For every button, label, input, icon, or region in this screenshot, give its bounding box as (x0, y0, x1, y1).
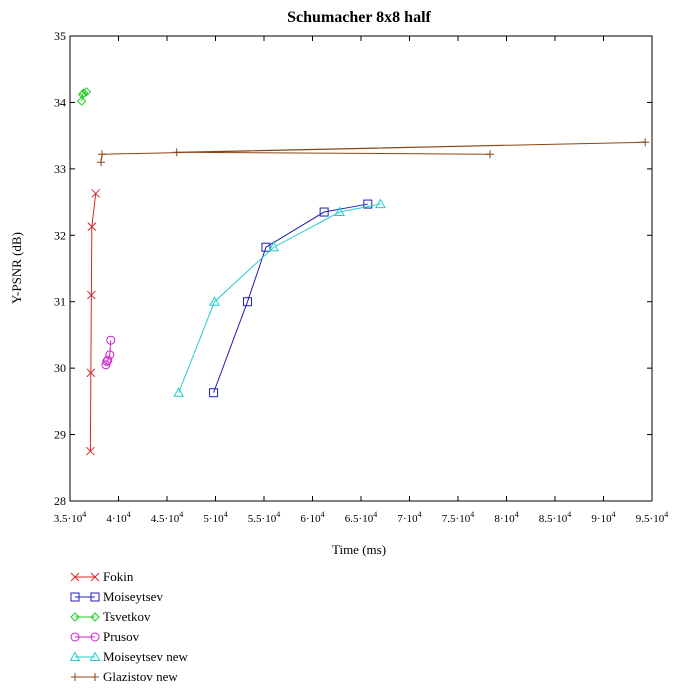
x-tick-label: 6·104 (300, 510, 324, 525)
legend-marker (70, 612, 80, 622)
data-point-moiseytsev (319, 207, 329, 217)
legend-label: Glazistov new (103, 669, 178, 684)
legend-item-moiseytsev-new: Moiseytsev new (69, 649, 188, 664)
data-point-moiseytsev-new (209, 296, 220, 306)
legend-marker (90, 612, 100, 622)
legend-item-fokin: Fokin (70, 569, 134, 584)
series-layer (76, 87, 650, 456)
data-point-fokin (86, 446, 95, 456)
legend-marker (90, 632, 100, 642)
data-point-moiseytsev-new (173, 387, 184, 397)
series-glazistov-new (97, 138, 650, 167)
data-point-moiseytsev-new (268, 241, 280, 252)
legend-marker (89, 651, 101, 661)
data-point-moiseytsev-new (375, 198, 386, 209)
data-point-prusov (105, 350, 115, 360)
x-axis-ticks: 3.5·104 4·104 4.5·104 5·104 5.5·104 6·104 6.5·… (54, 36, 668, 525)
series-prusov (101, 335, 116, 370)
x-axis-label: Time (ms) (332, 542, 386, 557)
legend-item-prusov: Prusov (70, 629, 140, 644)
x-tick-label: 3.5·104 (54, 510, 86, 525)
series-moiseytsev-new (173, 198, 386, 397)
series-fokin (86, 189, 101, 456)
data-point-fokin (87, 222, 97, 232)
data-point-glazistov-new (641, 138, 650, 147)
series-line-glazistov-new (100, 141, 646, 163)
x-tick-label: 8.5·104 (539, 510, 571, 525)
legend-label: Moiseytsev new (103, 649, 188, 664)
data-point-moiseytsev (261, 242, 271, 252)
x-tick-label: 7·104 (397, 510, 421, 525)
data-point-glazistov-new (97, 158, 106, 167)
series-tsvetkov (76, 87, 92, 106)
data-point-moiseytsev-new (334, 206, 346, 217)
data-point-tsvetkov (78, 88, 89, 98)
x-tick-label: 5·104 (203, 510, 227, 525)
legend-marker (90, 572, 100, 582)
legend-label: Fokin (103, 569, 134, 584)
data-point-glazistov-new (172, 148, 181, 157)
y-axis-ticks: 28 29 30 31 32 33 34 35 (54, 29, 652, 508)
legend-label: Tsvetkov (103, 609, 151, 624)
series-line-fokin (89, 193, 97, 452)
legend-marker (69, 651, 81, 661)
y-axis-label: Y-PSNR (dB) (9, 232, 24, 304)
legend-marker (70, 632, 80, 642)
legend-marker (91, 673, 99, 681)
y-tick-label: 29 (54, 428, 66, 442)
series-moiseytsev (209, 199, 373, 398)
x-tick-label: 4·104 (106, 510, 130, 525)
x-tick-label: 6.5·104 (345, 510, 377, 525)
legend-label: Prusov (103, 629, 140, 644)
series-line-moiseytsev (213, 203, 368, 393)
data-point-tsvetkov (76, 96, 87, 106)
data-point-fokin (86, 368, 96, 378)
data-point-moiseytsev (209, 388, 219, 398)
data-point-prusov (103, 355, 113, 365)
y-tick-label: 33 (54, 162, 66, 176)
y-tick-label: 35 (54, 29, 66, 43)
x-tick-label: 7.5·104 (442, 510, 474, 525)
data-point-fokin (91, 189, 101, 198)
data-point-prusov (106, 335, 116, 345)
legend-item-glazistov-new: Glazistov new (71, 669, 178, 684)
y-tick-label: 30 (54, 361, 66, 375)
data-point-glazistov-new (98, 150, 107, 159)
data-point-fokin (86, 290, 96, 300)
x-tick-label: 5.5·104 (248, 510, 280, 525)
data-point-moiseytsev (243, 297, 253, 307)
data-point-glazistov-new (486, 150, 495, 159)
legend: Fokin Moiseytsev Tsvetkov Prusov Moiseytsev … (69, 569, 188, 684)
x-tick-label: 9·104 (591, 510, 615, 525)
plot-frame (69, 35, 653, 502)
legend-label: Moiseytsev (103, 589, 163, 604)
legend-item-moiseytsev: Moiseytsev (70, 589, 163, 604)
series-line-prusov (105, 340, 112, 365)
legend-marker (90, 592, 100, 602)
data-point-tsvetkov (81, 87, 92, 97)
y-tick-label: 34 (54, 95, 66, 109)
legend-marker (71, 673, 79, 681)
legend-marker (70, 592, 80, 602)
y-tick-label: 31 (54, 295, 66, 309)
legend-item-tsvetkov: Tsvetkov (70, 609, 151, 624)
x-tick-label: 9.5·104 (636, 510, 668, 525)
y-tick-label: 28 (54, 494, 66, 508)
chart-title: Schumacher 8x8 half (287, 9, 431, 26)
x-tick-label: 8·104 (494, 510, 518, 525)
x-tick-label: 4.5·104 (151, 510, 183, 525)
y-tick-label: 32 (54, 228, 66, 242)
data-point-moiseytsev (363, 199, 373, 209)
legend-marker (70, 572, 80, 582)
series-line-moiseytsev-new (178, 203, 381, 393)
